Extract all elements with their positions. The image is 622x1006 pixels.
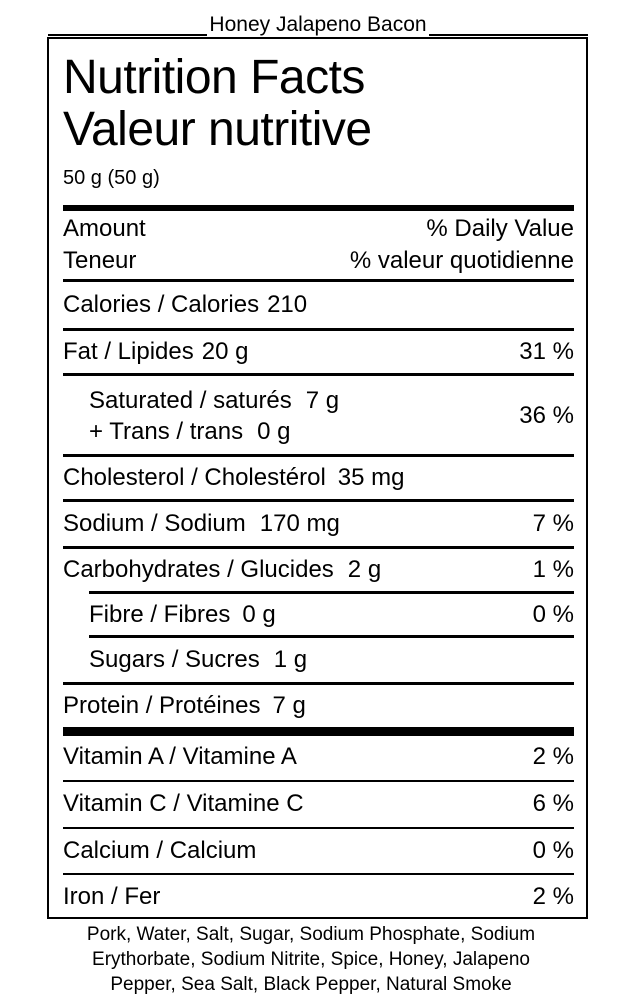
calcium-label: Calcium / Calcium [63, 837, 257, 864]
iron-label: Iron / Fer [63, 883, 161, 910]
calories-label: Calories / Calories [63, 291, 260, 318]
product-name: Honey Jalapeno Bacon [209, 13, 427, 36]
calcium-row: Calcium / Calcium 0 % [63, 829, 574, 873]
vitamin-c-label: Vitamin C / Vitamine C [63, 790, 304, 817]
vitamin-a-row: Vitamin A / Vitamine A 2 % [63, 736, 574, 778]
vitamin-c-daily-value: 6 % [532, 790, 574, 817]
fibre-value: 0 g [242, 601, 276, 628]
saturated-label: Saturated / saturés [89, 387, 292, 414]
thick-divider [63, 727, 574, 736]
divider [63, 682, 574, 685]
protein-row: Protein / Protéines 7 g [63, 685, 574, 727]
serving-size: 50 g (50 g) [63, 167, 160, 189]
sugars-row: Sugars / Sucres 1 g [89, 638, 574, 682]
ingredients-line: Erythorbate, Sodium Nitrite, Spice, Hone… [92, 949, 530, 970]
ingredients-list: Pork, Water, Salt, Sugar, Sodium Phospha… [20, 922, 602, 997]
iron-daily-value: 2 % [532, 883, 574, 910]
product-name-header: Honey Jalapeno Bacon [48, 12, 589, 38]
cholesterol-row: Cholesterol / Cholestérol 35 mg [63, 457, 574, 499]
amount-label: Amount [63, 215, 146, 242]
thick-divider [63, 205, 574, 211]
vitamin-a-daily-value: 2 % [532, 743, 574, 770]
divider-indented [89, 591, 574, 594]
saturated-value: 7 g [305, 387, 340, 414]
sodium-daily-value: 7 % [532, 510, 574, 537]
ingredients-line: Pepper, Sea Salt, Black Pepper, Natural … [110, 974, 512, 995]
divider [63, 780, 574, 782]
divider [63, 827, 574, 829]
fat-row: Fat / Lipides 20 g 31 % [63, 331, 574, 373]
saturated-trans-row: Saturated / saturés 7 g + Trans / trans 0 … [89, 378, 574, 454]
vitamin-c-row: Vitamin C / Vitamine C 6 % [63, 782, 574, 826]
divider [63, 454, 574, 457]
sodium-row: Sodium / Sodium 170 mg 7 % [63, 502, 574, 546]
divider [63, 373, 574, 376]
product-name-rule-right [428, 12, 589, 36]
cholesterol-label: Cholesterol / Cholestérol [63, 464, 326, 491]
trans-value: 0 g [257, 418, 291, 445]
column-header: Amount % Daily Value Teneur % valeur quo… [63, 213, 574, 277]
daily-value-label: % Daily Value [426, 215, 574, 242]
valeur-quotidienne-label: % valeur quotidienne [349, 247, 574, 274]
divider [63, 546, 574, 549]
calcium-daily-value: 0 % [532, 837, 574, 864]
protein-label: Protein / Protéines [63, 692, 261, 719]
divider [63, 873, 574, 875]
carbohydrates-label: Carbohydrates / Glucides [63, 556, 334, 583]
fat-daily-value: 31 % [519, 338, 574, 365]
carbohydrates-daily-value: 1 % [532, 556, 574, 583]
protein-value: 7 g [272, 692, 306, 719]
fat-value: 20 g [201, 338, 249, 365]
fibre-daily-value: 0 % [532, 601, 574, 628]
divider-indented [89, 635, 574, 638]
sodium-label: Sodium / Sodium [63, 510, 246, 537]
calories-value: 210 [267, 291, 308, 318]
carbohydrates-row: Carbohydrates / Glucides 2 g 1 % [63, 549, 574, 591]
divider [63, 328, 574, 331]
carbohydrates-value: 2 g [347, 556, 382, 583]
ingredients-line: Pork, Water, Salt, Sugar, Sodium Phospha… [86, 924, 536, 945]
divider [63, 499, 574, 502]
vitamin-a-label: Vitamin A / Vitamine A [63, 743, 297, 770]
cholesterol-value: 35 mg [337, 464, 405, 491]
sugars-value: 1 g [273, 646, 308, 673]
sugars-label: Sugars / Sucres [89, 646, 260, 673]
fat-label: Fat / Lipides [63, 338, 194, 365]
saturated-trans-daily-value: 36 % [519, 402, 574, 429]
sodium-value: 170 mg [259, 510, 340, 537]
title-french: Valeur nutritive [63, 103, 372, 156]
calories-row: Calories / Calories 210 [63, 282, 574, 328]
divider [63, 279, 574, 282]
title-english: Nutrition Facts [63, 51, 365, 104]
fibre-label: Fibre / Fibres [89, 601, 231, 628]
trans-label: + Trans / trans [89, 418, 244, 445]
fibre-row: Fibre / Fibres 0 g 0 % [89, 594, 574, 636]
product-name-rule-left [48, 12, 208, 36]
iron-row: Iron / Fer 2 % [63, 875, 574, 919]
nutrition-facts-table: Nutrition Facts Valeur nutritive 50 g (5… [47, 37, 588, 919]
teneur-label: Teneur [63, 247, 137, 274]
